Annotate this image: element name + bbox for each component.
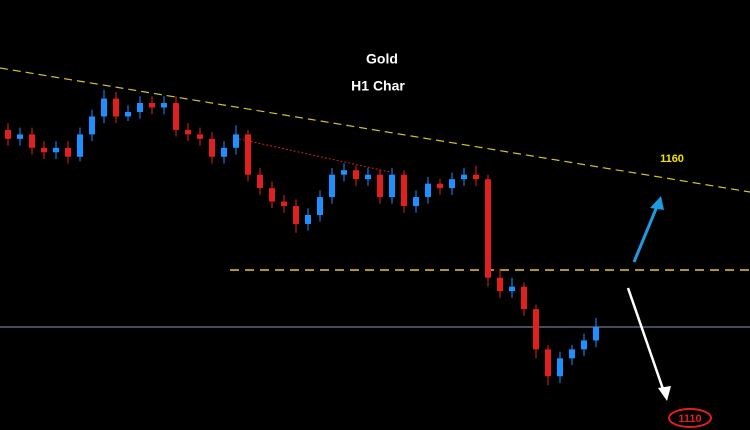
candle-body	[77, 134, 83, 157]
candle-body	[293, 206, 299, 224]
candle-body	[341, 170, 347, 175]
candle-body	[125, 111, 131, 117]
candle-body	[425, 183, 431, 198]
up-arrow	[632, 203, 660, 263]
candle-body	[281, 201, 287, 207]
candle-body	[65, 147, 71, 157]
candle-body	[533, 309, 539, 350]
candle-body	[317, 197, 323, 215]
candle-body	[401, 174, 407, 207]
candle-body	[197, 134, 203, 139]
candle-body	[545, 349, 551, 377]
candle-body	[5, 129, 11, 139]
candle-body	[593, 326, 599, 341]
candle-body	[113, 98, 119, 117]
candle-body	[329, 174, 335, 198]
candle-body	[257, 174, 263, 189]
candle-body	[233, 134, 239, 148]
candle-body	[101, 98, 107, 117]
candle-body	[389, 174, 395, 198]
candle-body	[509, 286, 515, 292]
candle-body	[209, 138, 215, 157]
candle-body	[521, 286, 527, 310]
target-label: 1110	[678, 413, 701, 425]
candle-body	[89, 116, 95, 135]
candle-body	[557, 358, 563, 377]
candle-body	[17, 134, 23, 139]
candle-body	[41, 147, 47, 153]
candle-body	[173, 103, 179, 130]
chart-subtitle: H1 Char	[351, 78, 405, 94]
down-arrow	[626, 287, 666, 393]
candle-body	[377, 174, 383, 198]
target-label: 1160	[660, 153, 684, 165]
up-arrow-head	[650, 196, 664, 210]
target-circle	[668, 408, 712, 428]
candle-body	[473, 174, 479, 180]
candle-body	[269, 188, 275, 202]
candle-body	[185, 129, 191, 135]
candle-body	[53, 147, 59, 153]
candle-body	[497, 277, 503, 292]
candle-body	[353, 170, 359, 180]
support-line	[234, 137, 391, 173]
candle-body	[581, 340, 587, 350]
candle-body	[149, 103, 155, 108]
candle-body	[569, 349, 575, 359]
candle-body	[221, 147, 227, 157]
candle-body	[449, 179, 455, 189]
candles	[5, 89, 599, 386]
candle-body	[245, 134, 251, 175]
candle-body	[413, 197, 419, 207]
candle-body	[305, 215, 311, 224]
candle-body	[365, 174, 371, 180]
candle-body	[437, 183, 443, 189]
down-arrow-head	[658, 386, 671, 401]
trend-line	[0, 67, 750, 193]
candle-body	[29, 134, 35, 148]
candle-body	[161, 103, 167, 108]
candle-body	[485, 179, 491, 278]
candle-body	[461, 174, 467, 180]
chart-title: Gold	[366, 51, 398, 67]
candle-body	[137, 103, 143, 112]
